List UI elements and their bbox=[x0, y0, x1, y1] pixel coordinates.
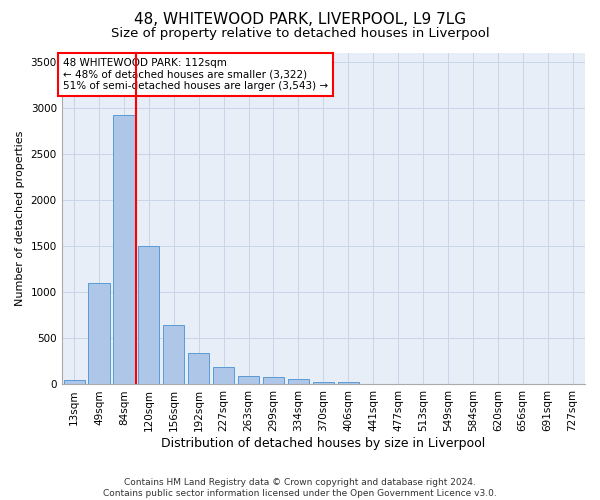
Bar bbox=[188, 353, 209, 384]
Bar bbox=[113, 115, 134, 384]
Bar bbox=[213, 368, 234, 384]
Bar bbox=[263, 377, 284, 384]
Bar bbox=[313, 382, 334, 384]
Text: 48 WHITEWOOD PARK: 112sqm
← 48% of detached houses are smaller (3,322)
51% of se: 48 WHITEWOOD PARK: 112sqm ← 48% of detac… bbox=[63, 58, 328, 91]
Text: 48, WHITEWOOD PARK, LIVERPOOL, L9 7LG: 48, WHITEWOOD PARK, LIVERPOOL, L9 7LG bbox=[134, 12, 466, 28]
Bar bbox=[288, 380, 309, 384]
Bar bbox=[163, 326, 184, 384]
Bar bbox=[88, 283, 110, 384]
Bar bbox=[64, 380, 85, 384]
X-axis label: Distribution of detached houses by size in Liverpool: Distribution of detached houses by size … bbox=[161, 437, 485, 450]
Text: Size of property relative to detached houses in Liverpool: Size of property relative to detached ho… bbox=[110, 28, 490, 40]
Bar bbox=[238, 376, 259, 384]
Bar bbox=[138, 246, 160, 384]
Bar bbox=[338, 382, 359, 384]
Y-axis label: Number of detached properties: Number of detached properties bbox=[15, 131, 25, 306]
Text: Contains HM Land Registry data © Crown copyright and database right 2024.
Contai: Contains HM Land Registry data © Crown c… bbox=[103, 478, 497, 498]
